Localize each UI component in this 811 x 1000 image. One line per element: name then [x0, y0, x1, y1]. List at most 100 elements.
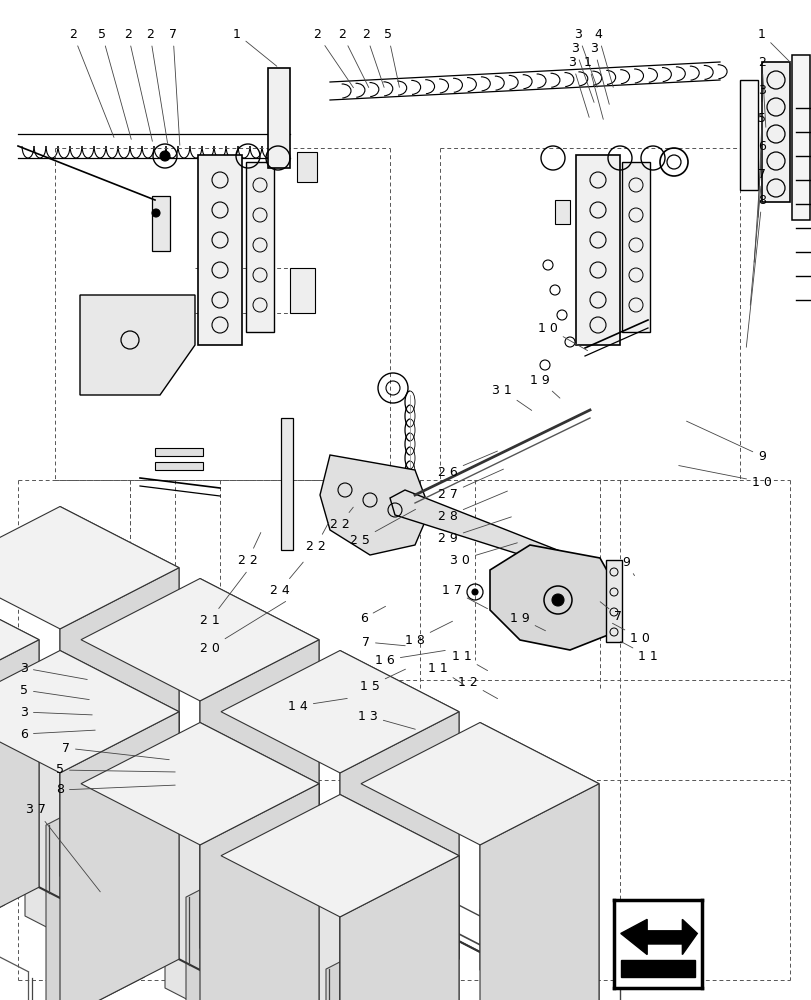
Text: 1 0: 1 0 [678, 466, 771, 488]
Polygon shape [221, 794, 458, 917]
Text: 1 0: 1 0 [538, 322, 587, 351]
Text: 5: 5 [98, 28, 131, 139]
Text: 3: 3 [757, 84, 765, 172]
Text: 2 2: 2 2 [238, 533, 260, 566]
Text: 2 2: 2 2 [306, 522, 328, 552]
Text: 7: 7 [362, 636, 405, 648]
Text: 2: 2 [146, 28, 167, 143]
Text: 1: 1 [583, 56, 603, 119]
Polygon shape [60, 650, 178, 959]
Bar [152, 196, 169, 251]
Text: 3: 3 [20, 706, 92, 718]
Bar [554, 200, 569, 224]
Polygon shape [165, 785, 284, 1000]
Text: 5: 5 [384, 28, 399, 87]
Text: 1 2: 1 2 [457, 676, 497, 699]
Bar [281, 418, 293, 550]
Text: 8: 8 [745, 194, 765, 347]
Text: 1 9: 1 9 [509, 611, 545, 631]
Text: 9: 9 [621, 556, 633, 576]
Text: 1: 1 [757, 28, 790, 63]
Polygon shape [325, 919, 423, 1000]
Circle shape [160, 151, 169, 161]
Polygon shape [0, 650, 178, 773]
Polygon shape [200, 640, 319, 948]
Text: 3: 3 [570, 42, 594, 102]
Text: 1: 1 [233, 28, 277, 66]
Text: 1 9: 1 9 [530, 373, 560, 398]
Text: 2: 2 [337, 28, 368, 88]
Text: 2: 2 [69, 28, 114, 137]
Text: 1 1: 1 1 [620, 641, 657, 662]
Polygon shape [60, 712, 178, 1000]
Polygon shape [200, 784, 319, 1000]
Text: 2 5: 2 5 [350, 509, 415, 546]
Text: 1 4: 1 4 [288, 698, 347, 712]
Text: 3 7: 3 7 [26, 803, 101, 892]
Text: 1 5: 1 5 [359, 669, 405, 692]
Bar [739, 80, 757, 190]
Polygon shape [361, 722, 599, 845]
Polygon shape [60, 568, 178, 876]
Text: 2 1: 2 1 [200, 572, 246, 626]
Polygon shape [489, 545, 617, 650]
Text: 5: 5 [20, 684, 89, 700]
Bar [297, 152, 316, 182]
Polygon shape [60, 506, 178, 815]
Text: 2: 2 [362, 28, 384, 87]
Text: 7: 7 [62, 742, 169, 760]
Text: 1 3: 1 3 [358, 710, 414, 729]
Text: 2 8: 2 8 [437, 491, 507, 522]
Polygon shape [0, 640, 39, 948]
Polygon shape [0, 714, 144, 825]
Text: 2 2: 2 2 [330, 507, 353, 530]
Polygon shape [25, 714, 144, 977]
Text: 3: 3 [568, 56, 589, 117]
Circle shape [471, 589, 478, 595]
Text: 7: 7 [599, 602, 621, 622]
Polygon shape [0, 642, 4, 753]
Polygon shape [340, 712, 458, 1000]
Polygon shape [340, 650, 458, 959]
Text: 8: 8 [56, 783, 175, 796]
Polygon shape [620, 919, 697, 955]
Text: 2: 2 [124, 28, 152, 141]
Text: 1 6: 1 6 [375, 650, 444, 666]
Bar [268, 68, 290, 168]
Text: 6: 6 [359, 606, 385, 624]
Polygon shape [305, 857, 423, 1000]
Polygon shape [186, 847, 284, 1000]
Text: 2: 2 [757, 56, 765, 127]
Text: 2: 2 [313, 28, 353, 88]
Bar [290, 268, 315, 313]
Polygon shape [0, 578, 39, 887]
Polygon shape [221, 650, 458, 773]
Bar [575, 155, 620, 345]
Text: 1 0: 1 0 [611, 623, 649, 645]
Polygon shape [340, 856, 458, 1000]
Polygon shape [0, 506, 178, 629]
Polygon shape [0, 703, 4, 956]
Text: 6: 6 [20, 728, 95, 740]
Text: 7: 7 [169, 28, 179, 145]
Text: 1 1: 1 1 [452, 650, 487, 671]
Polygon shape [67, 785, 284, 897]
Text: 1 8: 1 8 [405, 621, 452, 647]
Text: 2 6: 2 6 [438, 451, 497, 479]
Bar [155, 448, 203, 456]
Polygon shape [320, 455, 430, 555]
Bar [621, 162, 649, 332]
Circle shape [551, 594, 564, 606]
Polygon shape [479, 722, 599, 1000]
Text: 1 7: 1 7 [441, 584, 487, 609]
Polygon shape [81, 722, 319, 845]
Text: 1 1: 1 1 [427, 662, 463, 684]
Polygon shape [0, 642, 4, 905]
Text: 4: 4 [594, 28, 612, 87]
Text: 3: 3 [590, 42, 608, 104]
Bar [198, 155, 242, 345]
Text: 6: 6 [753, 140, 765, 262]
Bar [605, 560, 621, 642]
Text: 3 0: 3 0 [449, 543, 517, 566]
Polygon shape [81, 578, 319, 701]
